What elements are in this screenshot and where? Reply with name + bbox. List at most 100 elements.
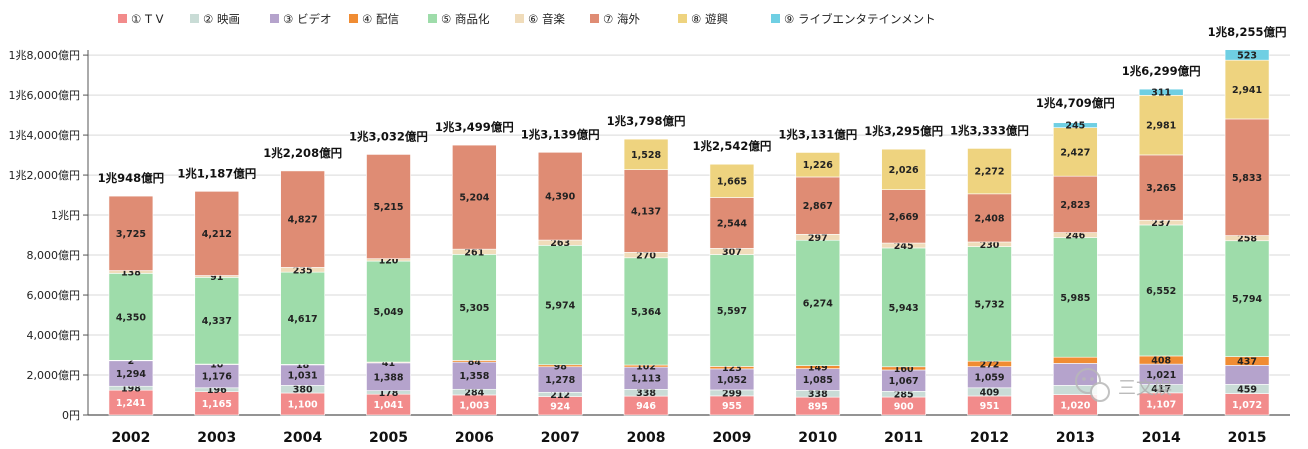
y-tick-label: 0円 — [62, 409, 80, 422]
data-label: 4,350 — [116, 312, 146, 323]
data-label: 1,107 — [1146, 399, 1176, 410]
data-label: 2,823 — [1060, 200, 1090, 211]
data-label: 235 — [293, 265, 313, 276]
legend-item: ⑦ 海外 — [590, 12, 640, 26]
x-tick-label: 2015 — [1228, 430, 1267, 446]
data-label: 198 — [121, 384, 141, 395]
data-label: 1,241 — [116, 398, 146, 409]
data-label: 160 — [894, 364, 914, 375]
total-label: 1兆3,798億円 — [607, 114, 686, 128]
data-label: 4,337 — [202, 316, 232, 327]
legend-swatch — [270, 14, 279, 23]
total-label: 1兆3,333億円 — [950, 123, 1029, 137]
data-label: 270 — [636, 251, 656, 262]
bar-segment — [366, 154, 411, 260]
data-label: 311 — [1151, 88, 1171, 99]
data-label: 1,041 — [373, 400, 403, 411]
x-tick-label: 2006 — [455, 430, 494, 446]
bar-stack: 1,107 417 1,021 408 6,552 237 3,265 2,981 311 1兆6… — [1122, 64, 1201, 416]
y-axis: 0円 2,000億円 4,000億円 6,000億円 8,000億円 1兆円 1兆2,000… — [9, 49, 89, 422]
data-label: 3,265 — [1146, 183, 1176, 194]
bar-segment — [280, 170, 325, 268]
data-label: 900 — [894, 402, 914, 413]
y-tick-label: 1兆2,000億円 — [9, 169, 81, 182]
data-label: 4,137 — [631, 207, 661, 218]
bar-segment — [280, 271, 325, 365]
data-label: 102 — [636, 362, 656, 373]
legend-item: ⑧ 遊興 — [678, 12, 728, 26]
watermark: 三文娱 — [1075, 368, 1172, 402]
bar-segment — [1053, 127, 1098, 177]
x-tick-label: 2013 — [1056, 430, 1095, 446]
data-label: 523 — [1237, 50, 1257, 61]
data-label: 285 — [894, 390, 914, 401]
bar-segment — [881, 247, 926, 368]
x-tick-label: 2004 — [283, 430, 322, 446]
x-tick-label: 2012 — [970, 430, 1009, 446]
legend-swatch — [515, 14, 524, 23]
data-label: 946 — [636, 401, 656, 412]
legend: ① T V ② 映画 ③ ビデオ ④ 配信 ⑤ 商品化 ⑥ 音楽 ⑦ 海外 ⑧ 遊興 ⑨ ライブ… — [118, 12, 936, 26]
data-label: 1,278 — [545, 375, 575, 386]
bar-segment — [1224, 240, 1270, 357]
bar-segment — [537, 366, 583, 393]
data-label: 459 — [1237, 384, 1257, 395]
data-label: 5,305 — [459, 303, 489, 314]
legend-label: ③ ビデオ — [283, 12, 331, 26]
legend-item: ① T V — [118, 12, 164, 26]
y-tick-label: 4,000億円 — [27, 329, 81, 342]
data-label: 299 — [722, 388, 742, 399]
data-label: 1,226 — [803, 160, 833, 171]
x-tick-label: 2009 — [712, 430, 751, 446]
data-label: 5,204 — [459, 193, 489, 204]
bar-segment — [623, 138, 669, 170]
data-label: 4,212 — [202, 229, 232, 240]
total-label: 1兆3,131億円 — [778, 127, 857, 141]
data-label: 1,176 — [202, 372, 232, 383]
x-tick-label: 2002 — [111, 430, 150, 446]
legend-item: ④ 配信 — [349, 12, 399, 26]
data-label: 5,215 — [373, 202, 403, 213]
legend-item: ② 映画 — [190, 12, 240, 26]
total-label: 1兆8,255億円 — [1208, 25, 1287, 39]
data-label: 5,049 — [373, 307, 403, 318]
data-label: 10 — [210, 360, 224, 371]
data-label: 1,067 — [889, 376, 919, 387]
data-label: 284 — [464, 388, 484, 399]
data-label: 417 — [1151, 384, 1171, 395]
legend-swatch — [771, 14, 780, 23]
legend-item: ⑤ 商品化 — [428, 12, 490, 26]
legend-swatch — [118, 14, 127, 23]
data-label: 5,833 — [1232, 173, 1262, 184]
bar-segment — [194, 277, 240, 365]
bar-segment — [108, 360, 154, 387]
data-label: 2,272 — [974, 167, 1004, 178]
legend-swatch — [678, 14, 687, 23]
data-label: 212 — [550, 390, 570, 401]
data-label: 5,985 — [1060, 293, 1090, 304]
bar-segment — [452, 144, 497, 250]
data-label: 5,597 — [717, 306, 747, 317]
data-label: 2,544 — [717, 218, 747, 229]
x-tick-label: 2011 — [884, 430, 923, 446]
data-label: 951 — [980, 401, 1000, 412]
legend-label: ⑦ 海外 — [603, 12, 640, 26]
bar-stack: 1,020 5,985 246 2,823 2,427 245 1兆4,709億円 — [1036, 96, 1115, 416]
data-label: 2,867 — [803, 201, 833, 212]
data-label: 4,617 — [288, 314, 318, 325]
bar-segment — [1138, 88, 1184, 96]
data-label: 1,020 — [1060, 400, 1090, 411]
legend-item: ⑨ ライブエンタテインメント — [771, 12, 936, 26]
bar-segment — [1224, 59, 1270, 120]
data-label: 196 — [207, 385, 227, 396]
bar-stack: 951 409 1,059 272 5,732 230 2,408 2,272 1兆3,333億… — [950, 123, 1029, 416]
legend-swatch — [190, 14, 199, 23]
data-label: 149 — [808, 363, 828, 374]
data-label: 307 — [722, 247, 742, 258]
data-label: 1,031 — [288, 371, 318, 382]
total-label: 1兆2,542億円 — [692, 139, 771, 153]
legend-label: ① T V — [131, 12, 164, 26]
x-tick-label: 2003 — [197, 430, 236, 446]
